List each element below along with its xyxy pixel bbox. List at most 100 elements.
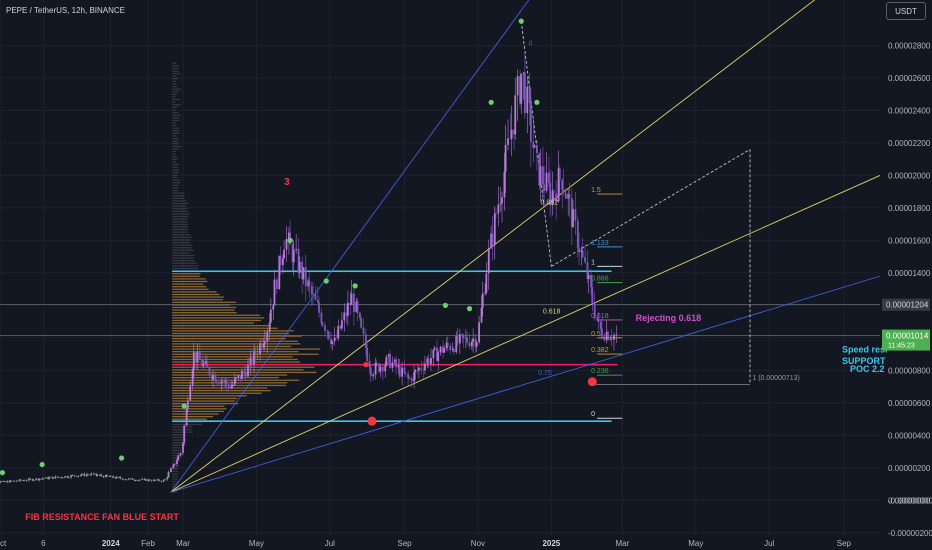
chart-annotation: Speed resi	[842, 344, 888, 354]
candle-body	[459, 334, 461, 343]
candle-body	[20, 480, 22, 481]
candle-body	[14, 481, 16, 482]
volume-profile-bar	[172, 94, 177, 95]
candle-body	[95, 474, 97, 476]
time-axis[interactable]: Oct 6 2024 Feb Mar May Jul Sep Nov 2025 Mar May Jul S…	[0, 539, 852, 548]
volume-profile-bar	[172, 294, 219, 295]
x-tick-label: May	[249, 539, 264, 548]
fan-line	[171, 276, 880, 492]
x-tick-label: Oct	[0, 539, 7, 548]
candle-body	[251, 358, 253, 365]
candle-body	[484, 293, 486, 294]
candle-body	[263, 344, 265, 348]
chart-grid	[0, 0, 880, 536]
candle-body	[389, 354, 391, 368]
volume-profile-bar	[172, 161, 176, 162]
chart-annotation: 3	[284, 177, 290, 188]
candle-body	[488, 248, 490, 273]
candle-body	[299, 262, 301, 273]
candle-body	[315, 294, 317, 300]
volume-profile-bar	[172, 322, 254, 323]
y-tick-label: 0.00001400	[888, 269, 931, 278]
candle-body	[553, 191, 555, 194]
volume-profile-bar	[172, 81, 176, 82]
candle-body	[372, 375, 374, 377]
candle-body	[384, 365, 386, 371]
volume-profile-bar	[172, 242, 190, 243]
candle-body	[62, 478, 64, 479]
candle-body	[380, 367, 382, 372]
candle-body	[562, 190, 564, 193]
candle-body	[317, 300, 319, 302]
volume-profile-bar	[172, 187, 178, 188]
candle-body	[93, 474, 95, 475]
candle-body	[235, 377, 237, 378]
volume-profile-bar	[172, 83, 176, 84]
volume-profile-bar	[172, 203, 188, 204]
horizontal-levels	[0, 271, 880, 421]
candle-body	[129, 478, 131, 479]
volume-profile-bar	[172, 218, 187, 219]
candle-body	[561, 180, 563, 190]
candle-body	[482, 294, 484, 308]
volume-profile-bar	[172, 452, 181, 453]
candle-body	[119, 477, 121, 478]
volume-profile-bar	[172, 179, 180, 180]
candle-body	[472, 339, 474, 342]
candle-body	[305, 267, 307, 286]
volume-profile-bar	[172, 484, 179, 485]
volume-profile-bar	[172, 169, 179, 170]
candle-body	[216, 382, 218, 383]
candle-body	[494, 213, 496, 244]
candle-body	[542, 166, 544, 184]
price-badge-countdown: 11:45:23	[888, 343, 915, 350]
volume-profile-bar	[172, 205, 186, 206]
candle-body	[600, 322, 602, 329]
candle-body	[434, 348, 436, 350]
volume-profile-bar	[172, 478, 178, 479]
candle-body	[613, 335, 615, 340]
candle-body	[469, 343, 471, 347]
candle-body	[112, 476, 114, 478]
candle-body	[260, 343, 262, 347]
candle-body	[603, 337, 605, 341]
volume-profile-bar	[172, 403, 238, 404]
volume-profile-bar	[172, 447, 181, 448]
volume-profile-bar	[172, 309, 234, 310]
candle-body	[58, 477, 60, 478]
candle-body	[584, 257, 586, 262]
volume-profile-bar	[172, 141, 178, 142]
candle-body	[33, 480, 35, 481]
candle-body	[386, 357, 388, 366]
candle-body	[163, 480, 165, 481]
candle-body	[536, 145, 538, 153]
volume-profile-bar	[172, 148, 179, 149]
candle-body	[501, 197, 503, 203]
candle-body	[103, 476, 105, 477]
projection-line	[521, 21, 551, 266]
candle-body	[197, 352, 199, 362]
candle-body	[457, 336, 459, 343]
volume-profile-bar	[172, 224, 187, 225]
volume-profile-bar	[172, 473, 178, 474]
symbol-title: PEPE / TetherUS, 12h, BINANCE	[6, 6, 125, 15]
candle-body	[270, 310, 272, 323]
volume-profile-bar	[172, 382, 287, 383]
candle-body	[447, 343, 449, 346]
price-axis[interactable]: 0.00002800 0.00002600 0.00002400 0.00002200…	[882, 41, 932, 537]
candle-body	[575, 209, 577, 221]
candle-body	[399, 366, 401, 377]
candle-body	[174, 464, 176, 465]
candle-body	[230, 387, 232, 388]
candle-body	[183, 426, 185, 443]
volume-profile-bar	[172, 237, 192, 238]
currency-button[interactable]: USDT	[886, 2, 926, 20]
candle-body	[218, 382, 220, 384]
candle-body	[151, 481, 153, 482]
candle-body	[0, 482, 1, 483]
candle-body	[116, 477, 118, 478]
volume-profile-bar	[172, 406, 224, 407]
volume-profile-bar	[172, 356, 293, 357]
volume-profile-bar	[172, 216, 188, 217]
